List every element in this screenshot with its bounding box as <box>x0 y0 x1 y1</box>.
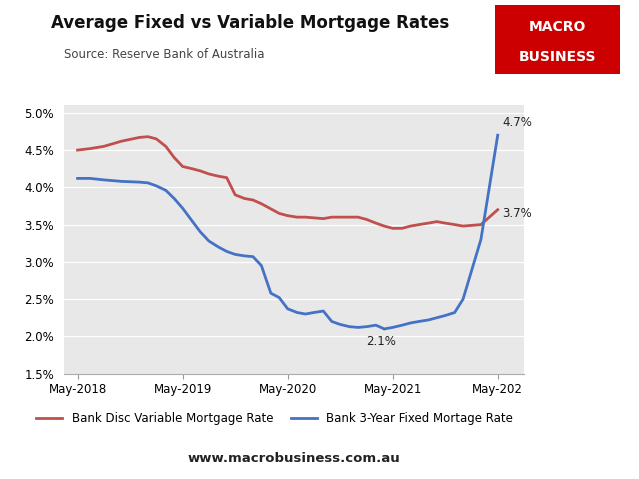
Text: 2.1%: 2.1% <box>366 329 396 348</box>
Text: Source: Reserve Bank of Australia: Source: Reserve Bank of Australia <box>64 48 265 61</box>
Text: 4.7%: 4.7% <box>502 116 532 129</box>
Text: BUSINESS: BUSINESS <box>519 50 596 64</box>
Text: MACRO: MACRO <box>529 20 586 34</box>
Text: www.macrobusiness.com.au: www.macrobusiness.com.au <box>188 452 400 465</box>
Legend: Bank Disc Variable Mortgage Rate, Bank 3-Year Fixed Mortage Rate: Bank Disc Variable Mortgage Rate, Bank 3… <box>31 408 518 430</box>
Text: Average Fixed vs Variable Mortgage Rates: Average Fixed vs Variable Mortgage Rates <box>51 14 449 33</box>
Text: 3.7%: 3.7% <box>502 207 532 220</box>
